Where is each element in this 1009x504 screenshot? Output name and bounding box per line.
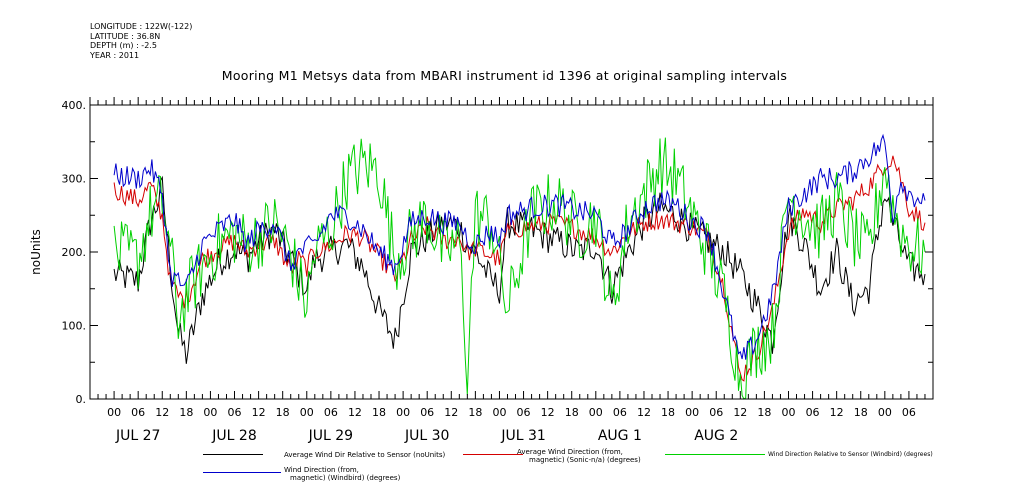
x-hour-label: 06: [613, 406, 627, 419]
x-hour-label: 18: [757, 406, 771, 419]
x-hour-label: 06: [902, 406, 916, 419]
x-hour-label: 00: [878, 406, 892, 419]
x-hour-label: 18: [468, 406, 482, 419]
x-day-label: AUG 2: [694, 428, 738, 444]
series-line-4: [113, 133, 926, 360]
longitude-label: LONGITUDE : 122W(-122): [90, 22, 193, 31]
series-line-2: [113, 155, 926, 382]
x-hour-label: 18: [276, 406, 290, 419]
x-hour-label: 06: [228, 406, 242, 419]
latitude-label: LATITUDE : 36.8N: [90, 31, 161, 41]
legend-text-2a: Average Wind Direction (from,: [517, 448, 623, 456]
x-hour-label: 12: [155, 406, 169, 419]
x-hour-label: 18: [661, 406, 675, 419]
legend-swatch-green: [665, 454, 765, 455]
x-hour-label: 00: [300, 406, 314, 419]
series-line-3: [113, 137, 926, 400]
legend-swatch-blue: [203, 472, 281, 473]
x-hour-label: 06: [131, 406, 145, 419]
legend-swatch-black: [203, 454, 263, 455]
x-hour-label: 12: [830, 406, 844, 419]
x-hour-label: 18: [179, 406, 193, 419]
legend-text-2b: magnetic) (Sonic-n/a) (degrees): [529, 456, 641, 464]
x-hour-label: 12: [733, 406, 747, 419]
plot-frame: [89, 104, 934, 400]
x-day-label: AUG 1: [598, 428, 642, 444]
x-day-label: JUL 31: [500, 428, 545, 444]
y-tick-label: 0.: [76, 393, 87, 406]
x-day-label: JUL 27: [115, 428, 160, 444]
legend-label-avg-wind-dir-relative: Average Wind Dir Relative to Sensor (noU…: [284, 451, 445, 459]
legend-text-4a: Wind Direction (from,: [284, 466, 359, 474]
legend-text-1: Average Wind Dir Relative to Sensor (noU…: [284, 451, 446, 459]
x-day-label: JUL 28: [211, 428, 256, 444]
year-label: YEAR : 2011: [90, 50, 140, 60]
x-hour-label: 06: [517, 406, 531, 419]
x-hour-label: 12: [637, 406, 651, 419]
y-tick-label: 100.: [62, 320, 87, 333]
legend-label-wind-dir-relative: Wind Direction Relative to Sensor (Windb…: [768, 451, 933, 459]
x-hour-label: 06: [324, 406, 338, 419]
x-hour-label: 12: [541, 406, 555, 419]
y-tick-label: 300.: [62, 173, 87, 186]
x-hour-label: 12: [252, 406, 266, 419]
depth-label: DEPTH (m) : -2.5: [90, 41, 157, 50]
x-day-label: JUL 30: [404, 428, 449, 444]
x-hour-label: 06: [806, 406, 820, 419]
x-hour-label: 18: [565, 406, 579, 419]
legend-label-avg-wind-direction: Average Wind Direction (from, magnetic) …: [517, 448, 641, 464]
legend-text-3: Wind Direction Relative to Sensor (Windb…: [768, 451, 933, 458]
x-hour-label: 00: [107, 406, 121, 419]
x-hour-label: 12: [348, 406, 362, 419]
y-tick-label: 200.: [62, 246, 87, 259]
x-hour-label: 18: [854, 406, 868, 419]
x-hour-label: 00: [203, 406, 217, 419]
x-hour-label: 00: [492, 406, 506, 419]
legend-label-wind-direction-windbird: Wind Direction (from, magnetic) (Windbir…: [284, 466, 400, 482]
legend-swatch-red: [463, 454, 523, 455]
chart-title: Mooring M1 Metsys data from MBARI instru…: [221, 68, 788, 83]
y-axis-label: noUnits: [29, 229, 43, 275]
x-hour-label: 06: [709, 406, 723, 419]
chart-svg: 0. 100. 200. 300. 400. noUnits 00 06 12 18 00 06 12 1…: [29, 97, 934, 444]
x-hour-label: 00: [396, 406, 410, 419]
y-tick-label: 400.: [62, 99, 87, 112]
x-hour-label: 06: [420, 406, 434, 419]
x-hour-label: 00: [589, 406, 603, 419]
x-hour-label: 18: [372, 406, 386, 419]
metadata-block: LONGITUDE : 122W(-122) LATITUDE : 36.8N …: [90, 22, 192, 60]
x-hour-label: 00: [781, 406, 795, 419]
x-hour-label: 12: [444, 406, 458, 419]
x-day-label: JUL 29: [308, 428, 353, 444]
x-hour-label: 00: [685, 406, 699, 419]
legend-text-4b: magnetic) (Windbird) (degrees): [290, 474, 401, 482]
